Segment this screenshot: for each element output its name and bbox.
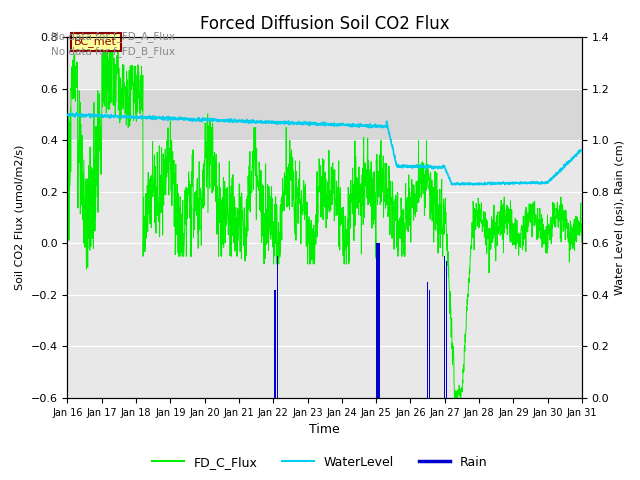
Bar [276,256,278,398]
Bar [444,256,445,398]
Bar [67,89,582,140]
Bar [376,243,378,398]
Y-axis label: Soil CO2 Flux (umol/m2/s): Soil CO2 Flux (umol/m2/s) [15,145,25,290]
Bar [378,243,380,398]
Legend: FD_C_Flux, WaterLevel, Rain: FD_C_Flux, WaterLevel, Rain [147,451,493,474]
Text: No data for f_FD_B_Flux: No data for f_FD_B_Flux [51,46,175,57]
Bar [275,290,276,398]
X-axis label: Time: Time [309,423,340,436]
Y-axis label: Water Level (psi), Rain (cm): Water Level (psi), Rain (cm) [615,140,625,295]
Bar [446,262,447,398]
Text: BC_met: BC_met [74,36,117,47]
Bar [429,290,430,398]
Title: Forced Diffusion Soil CO2 Flux: Forced Diffusion Soil CO2 Flux [200,15,449,33]
Text: No data for f_FD_A_Flux: No data for f_FD_A_Flux [51,31,175,42]
Bar [427,282,428,398]
